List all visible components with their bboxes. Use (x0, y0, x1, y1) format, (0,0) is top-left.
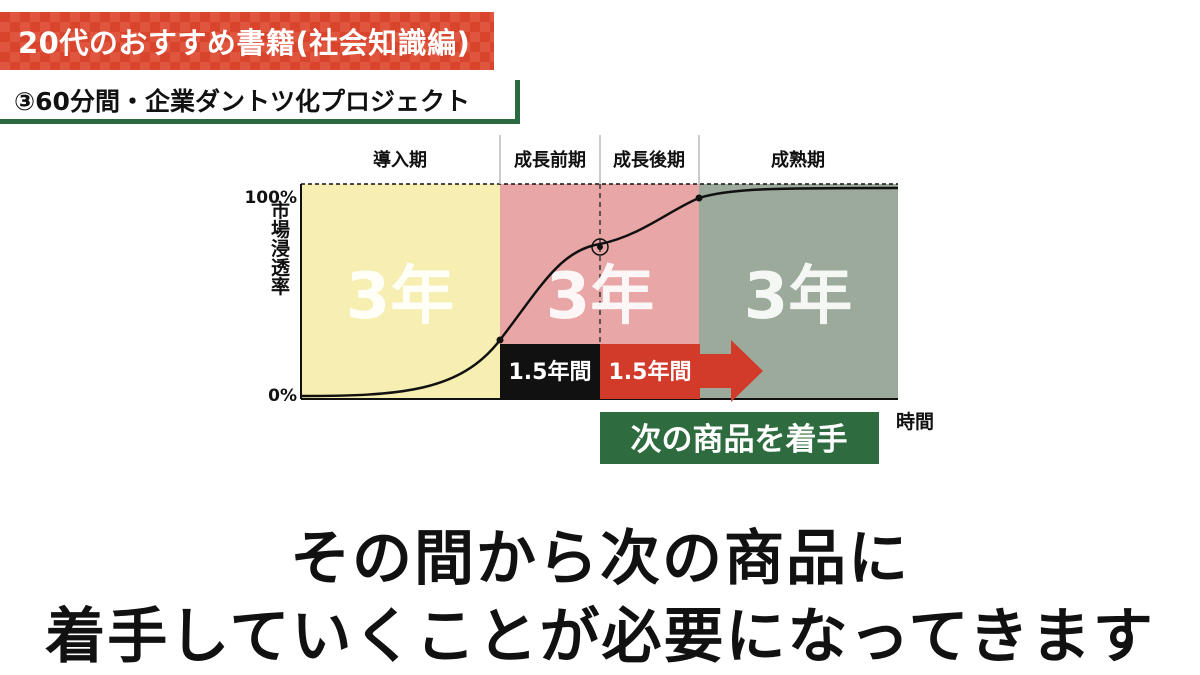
second-half-box (600, 344, 700, 399)
y-axis-label: 市場浸透率 (268, 199, 290, 296)
x-axis-label: 時間 (896, 411, 934, 433)
phase-label-mature: 成熟期 (771, 149, 825, 171)
curve-point-growth-start (496, 336, 504, 344)
curve-point-mature-start (695, 194, 703, 202)
ytick-0: 0% (268, 386, 297, 406)
caption-line-2: 着手していくことが必要になってきます (44, 601, 1155, 674)
inflection-marker-dot (597, 244, 603, 250)
duration-label-intro: 3年 (346, 260, 455, 334)
header-title: 20代のおすすめ書籍(社会知識編) (18, 26, 471, 60)
header-banner: 20代のおすすめ書籍(社会知識編) (0, 12, 494, 70)
first-half-box (500, 344, 600, 399)
caption-line-1: その間から次の商品に (289, 523, 910, 596)
subheader-box: ③60分間・企業ダントツ化プロジェクト (0, 80, 520, 124)
second-half-arrowhead (700, 340, 763, 402)
duration-label-mature: 3年 (744, 260, 853, 334)
phase-bg-intro (301, 184, 500, 399)
second-half-label: 1.5年間 (609, 359, 692, 385)
phase-label-intro: 導入期 (373, 149, 427, 171)
phase-label-growth-late: 成長後期 (613, 149, 685, 171)
next-product-callout-box (600, 412, 879, 464)
phase-label-growth-early: 成長前期 (514, 149, 586, 171)
duration-label-growth: 3年 (546, 260, 655, 334)
first-half-label: 1.5年間 (509, 359, 592, 385)
inflection-marker-ring (591, 238, 609, 256)
subheader-title: ③60分間・企業ダントツ化プロジェクト (14, 86, 470, 116)
next-product-callout-text: 次の商品を着手 (631, 422, 848, 458)
ytick-100: 100% (244, 188, 297, 208)
